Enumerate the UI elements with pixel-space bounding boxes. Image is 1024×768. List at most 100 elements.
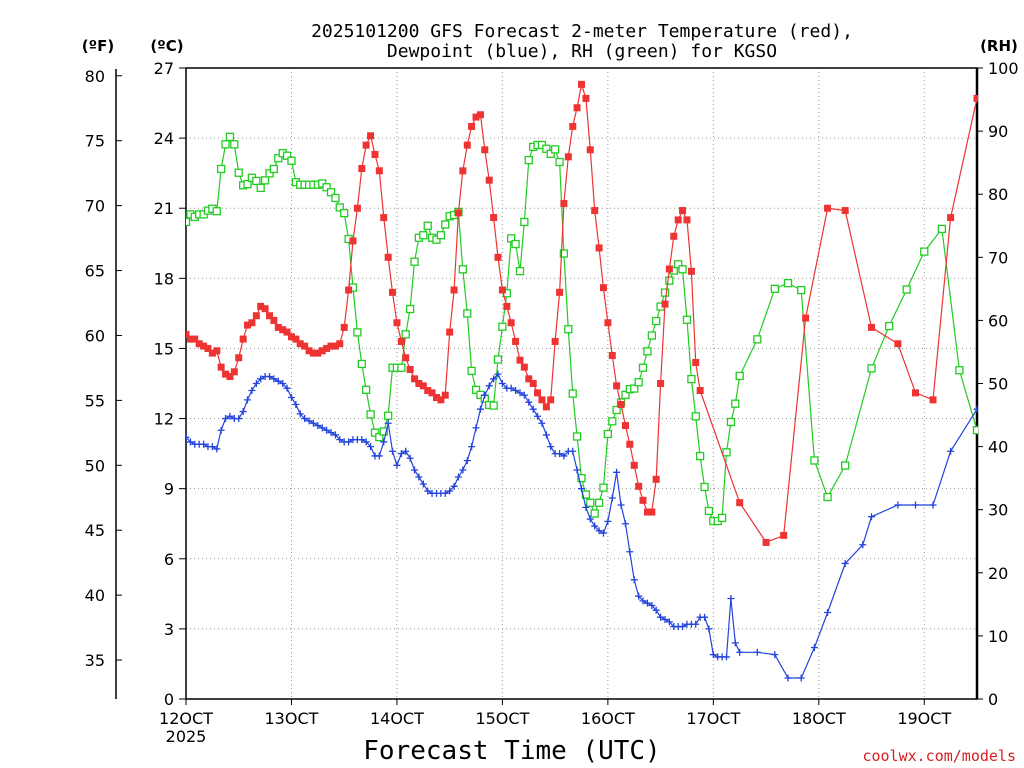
relative-humidity-point (841, 461, 850, 470)
relative-humidity-point (357, 359, 366, 369)
dewpoint-point (709, 651, 717, 659)
relative-humidity-point (230, 140, 239, 149)
relative-humidity-point (687, 374, 696, 384)
2-meter-temperature-point (463, 141, 471, 149)
2-meter-temperature-point (912, 389, 920, 397)
fahrenheit-tick-label: 40 (85, 586, 105, 605)
2-meter-temperature-point (608, 351, 616, 359)
2-meter-temperature-point (476, 111, 484, 119)
relative-humidity-point (704, 506, 714, 516)
relative-humidity-point (700, 482, 709, 492)
2-meter-temperature-point (327, 342, 335, 350)
2-meter-temperature-point (802, 314, 810, 322)
2-meter-temperature-point (296, 340, 304, 348)
dewpoint-point (661, 616, 669, 624)
2-meter-temperature-point (252, 312, 260, 320)
dewpoint-point (384, 419, 392, 427)
2-meter-temperature-point (222, 370, 230, 378)
dewpoint-point (222, 415, 230, 423)
2-meter-temperature-point (542, 403, 550, 411)
relative-humidity-point (717, 513, 727, 523)
2-meter-temperature-point (556, 288, 564, 296)
relative-humidity-point (401, 330, 410, 339)
2-meter-temperature-point (762, 538, 770, 546)
relative-humidity-point (498, 322, 507, 331)
dewpoint-point (248, 387, 256, 395)
2-meter-temperature-point (450, 286, 458, 294)
relative-humidity-point (550, 145, 560, 154)
relative-humidity-point (221, 140, 230, 149)
relative-humidity-point (572, 432, 582, 441)
relative-humidity-point (555, 157, 564, 167)
relative-humidity-point (216, 164, 226, 174)
dewpoint-point (367, 443, 375, 451)
dewpoint-point (630, 576, 638, 584)
dewpoint-point (226, 412, 234, 420)
2-meter-temperature-point (507, 319, 515, 327)
dewpoint-point (723, 653, 731, 661)
2-meter-temperature-point (336, 340, 344, 348)
dewpoint-point (784, 674, 792, 682)
dewpoint-point (186, 433, 190, 441)
dewpoint-point (947, 447, 955, 455)
2-meter-temperature-point (419, 382, 427, 390)
2-meter-temperature-point (186, 330, 190, 338)
relative-humidity-point (471, 385, 481, 394)
plot-frame (185, 67, 978, 700)
relative-humidity-line (186, 135, 978, 522)
relative-humidity-point (1009, 319, 1016, 326)
2-meter-temperature-point (441, 391, 449, 399)
dewpoint-point (657, 613, 665, 621)
2-meter-temperature-point (494, 253, 502, 261)
2-meter-temperature-point (340, 323, 348, 331)
dewpoint-point (973, 405, 978, 413)
dewpoint-point (406, 454, 414, 462)
2-meter-temperature-point (498, 286, 506, 294)
relative-humidity-point (991, 422, 998, 429)
relative-humidity-point (621, 390, 630, 400)
2-meter-temperature-point (973, 94, 978, 102)
dewpoint-point (358, 436, 366, 444)
2-meter-temperature-point (674, 216, 682, 224)
relative-humidity-point (379, 427, 388, 436)
relative-humidity-point (463, 309, 472, 318)
2-meter-temperature-point (323, 344, 331, 352)
x-tick-label: 14OCT (370, 709, 424, 728)
2-meter-temperature-point (661, 300, 669, 308)
relative-humidity-point (770, 284, 779, 294)
relative-humidity-series (186, 132, 1016, 526)
2-meter-temperature-point (665, 265, 673, 273)
2-meter-temperature-point (446, 328, 454, 336)
relative-humidity-point (972, 426, 978, 435)
dewpoint-point (450, 482, 458, 490)
dewpoint-point (643, 599, 651, 607)
relative-humidity-point (594, 498, 604, 507)
dewpoint-point (362, 438, 370, 446)
dewpoint-point (485, 382, 493, 390)
relative-humidity-point (225, 132, 235, 141)
relative-humidity-point (265, 169, 274, 178)
dewpoint-point (459, 466, 467, 474)
dewpoint-point (468, 443, 476, 451)
relative-humidity-point (546, 149, 555, 158)
2-meter-temperature-point (200, 342, 208, 350)
2-meter-temperature-point (621, 422, 629, 430)
x-tick-sublabel: 2025 (166, 727, 207, 746)
2-meter-temperature-point (243, 321, 251, 329)
relative-humidity-point (441, 220, 450, 229)
dewpoint-point (239, 408, 247, 416)
2-meter-temperature-point (683, 216, 691, 224)
dewpoint-point (424, 487, 432, 495)
relative-humidity-point (423, 221, 432, 230)
2-meter-temperature-point (191, 335, 199, 343)
dewpoint-point (753, 648, 761, 656)
dewpoint-point (560, 452, 568, 460)
x-tick-label: 17OCT (686, 709, 740, 728)
2-meter-temperature-point (424, 387, 432, 395)
rh-tick-label: 50 (988, 375, 1008, 394)
dewpoint-point (345, 438, 353, 446)
2-meter-temperature-point (349, 237, 357, 245)
dewpoint-point (894, 501, 902, 509)
dewpoint-point (771, 651, 779, 659)
2-meter-temperature-point (635, 482, 643, 490)
